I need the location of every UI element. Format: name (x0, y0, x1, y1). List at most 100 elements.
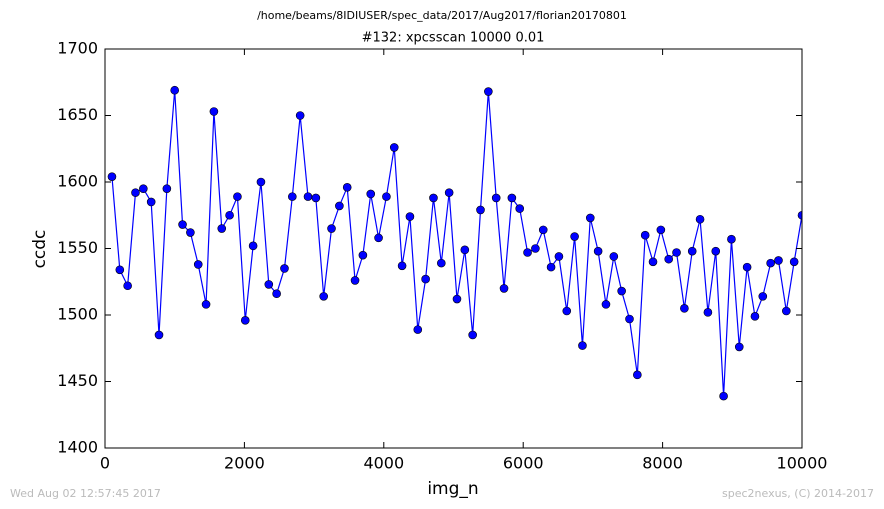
y-tick-label: 1400 (57, 438, 98, 457)
x-tick-label: 2000 (224, 454, 265, 473)
data-point (727, 234, 736, 244)
data-point (617, 286, 626, 296)
data-point (468, 330, 477, 340)
data-point (437, 258, 446, 268)
suptitle: /home/beams/8IDIUSER/spec_data/2017/Aug2… (257, 9, 627, 22)
data-point (374, 233, 383, 243)
data-point (358, 250, 368, 260)
y-tick-label: 1500 (57, 305, 98, 324)
data-point (201, 300, 211, 309)
data-point (507, 193, 517, 203)
y-axis-label: ccdc (30, 230, 50, 269)
data-point (609, 252, 619, 261)
data-point (240, 316, 250, 325)
data-point (327, 224, 336, 233)
data-point (538, 225, 548, 235)
data-point (750, 312, 760, 321)
data-point (531, 244, 540, 253)
data-point (578, 341, 587, 350)
data-point (178, 220, 187, 229)
data-point (680, 304, 689, 313)
data-point (405, 212, 415, 221)
data-point (444, 188, 454, 197)
data-point (350, 276, 360, 285)
data-point (774, 256, 783, 265)
y-tick-label: 1650 (57, 105, 98, 124)
data-point (656, 225, 666, 235)
x-tick-label: 6000 (503, 454, 544, 473)
data-point (554, 252, 564, 261)
data-point (146, 197, 156, 207)
data-point (742, 262, 752, 272)
data-point (342, 183, 352, 192)
x-tick-label: 10000 (777, 454, 828, 473)
data-point (695, 214, 705, 224)
data-point (782, 306, 791, 316)
data-point (452, 294, 462, 304)
data-point (115, 265, 125, 275)
data-point (570, 232, 579, 241)
data-point (421, 274, 430, 284)
data-point (491, 193, 501, 203)
data-point (687, 246, 697, 256)
data-point (335, 201, 344, 211)
data-point (272, 289, 281, 299)
y-tick-label: 1450 (57, 371, 98, 390)
data-point (311, 193, 321, 203)
plot-area (107, 85, 802, 401)
x-axis-label: img_n (427, 479, 478, 499)
data-point (484, 87, 493, 96)
footer-right: spec2nexus, (C) 2014-2017 (722, 487, 874, 500)
data-point (193, 260, 203, 269)
data-point (186, 228, 195, 237)
data-point (303, 192, 313, 201)
data-point (264, 280, 274, 289)
data-point (217, 224, 227, 233)
data-point (766, 258, 775, 268)
data-point (460, 245, 470, 255)
data-point (734, 342, 744, 352)
x-tick-label: 8000 (642, 454, 683, 473)
data-point (546, 262, 556, 272)
data-point (758, 292, 768, 301)
data-point (295, 111, 305, 120)
data-point (288, 192, 297, 201)
footer-left: Wed Aug 02 12:57:45 2017 (10, 487, 161, 500)
data-point (476, 205, 485, 215)
data-point (499, 284, 509, 293)
data-point (719, 391, 728, 401)
data-point (233, 192, 242, 201)
data-point (280, 264, 289, 273)
data-point (107, 172, 117, 181)
data-point (633, 370, 642, 380)
data-point (225, 210, 234, 220)
axes-frame (104, 48, 803, 449)
data-point (797, 210, 802, 220)
data-point (123, 281, 132, 291)
data-point (139, 184, 148, 193)
data-point (789, 257, 799, 267)
data-point (319, 292, 328, 301)
data-point (366, 189, 376, 199)
data-point (523, 248, 532, 257)
data-point (601, 300, 611, 309)
data-point (209, 107, 219, 116)
data-point (640, 230, 650, 240)
data-point (382, 192, 391, 201)
chart-title: #132: xpcsscan 10000 0.01 (362, 31, 545, 46)
data-point (585, 213, 595, 223)
y-tick-label: 1550 (57, 238, 98, 257)
y-tick-label: 1700 (57, 39, 98, 58)
data-point (711, 246, 721, 256)
data-point (397, 261, 407, 271)
data-point (413, 325, 423, 334)
x-tick-label: 0 (100, 454, 110, 473)
data-point (515, 204, 525, 213)
x-tick-label: 4000 (363, 454, 404, 473)
data-line (111, 90, 802, 397)
data-point (248, 241, 258, 251)
data-point (429, 193, 438, 203)
data-point (672, 248, 681, 257)
data-point (170, 85, 179, 95)
